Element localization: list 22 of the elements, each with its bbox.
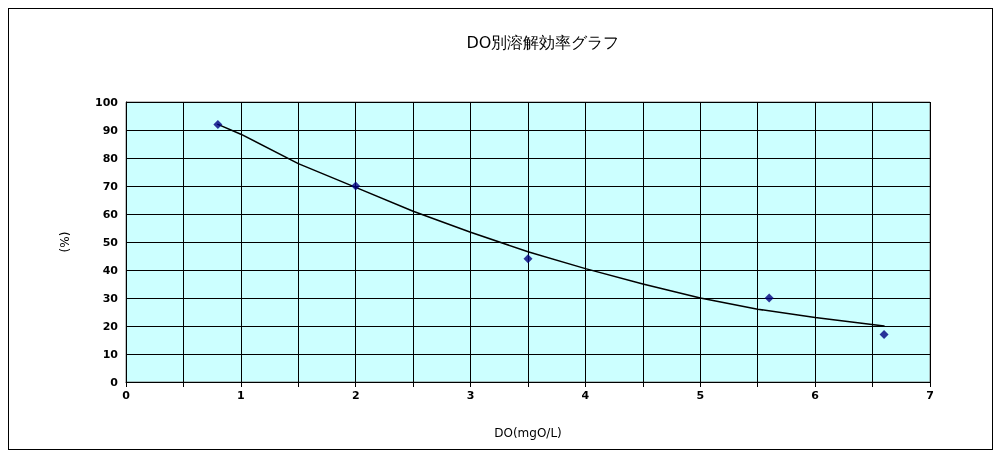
y-tick-label: 100 — [95, 95, 119, 109]
y-tick-label: 0 — [110, 375, 119, 389]
x-tick-label: 3 — [466, 389, 475, 402]
y-tick-label: 90 — [102, 123, 119, 137]
y-tick-label: 80 — [102, 151, 119, 165]
chart-title: DO別溶解効率グラフ — [466, 32, 620, 52]
x-axis-title: DO(mgO/L) — [494, 426, 562, 440]
x-tick-label: 4 — [581, 389, 590, 402]
x-tick-label: 0 — [122, 389, 131, 402]
x-tick-label: 2 — [351, 389, 360, 402]
x-tick-label: 7 — [926, 389, 934, 402]
y-tick-label: 50 — [102, 235, 119, 249]
y-tick-label: 30 — [102, 291, 119, 305]
y-tick-label: 10 — [102, 347, 119, 361]
x-tick-label: 6 — [811, 389, 820, 402]
x-tick-label: 1 — [237, 389, 245, 402]
y-axis-title: (%) — [58, 231, 72, 253]
y-tick-label: 20 — [102, 319, 119, 333]
y-tick-label: 60 — [102, 207, 119, 221]
x-tick-label: 5 — [696, 389, 705, 402]
y-tick-label: 70 — [102, 179, 119, 193]
y-tick-label: 40 — [102, 263, 119, 277]
